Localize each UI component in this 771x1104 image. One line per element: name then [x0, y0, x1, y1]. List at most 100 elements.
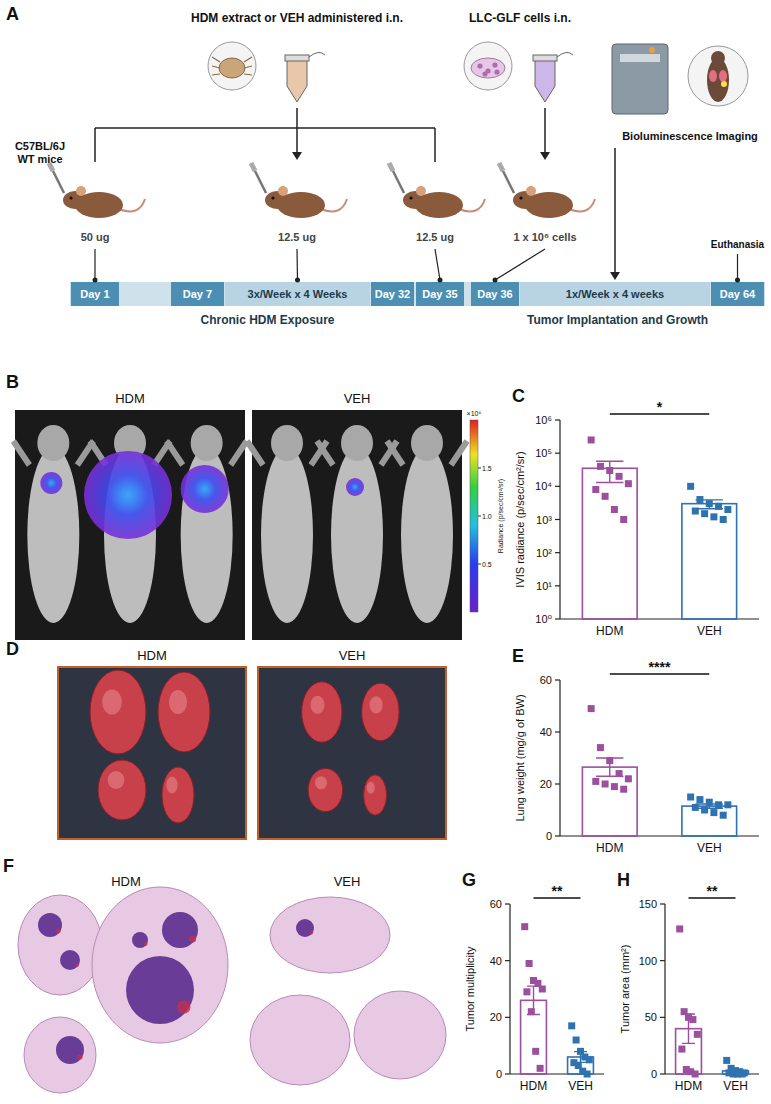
x-tick-label: HDM — [596, 624, 623, 638]
imager-view — [711, 51, 725, 65]
y-tick-label: 10⁴ — [535, 480, 552, 492]
data-point — [715, 801, 722, 808]
error-bar — [596, 758, 623, 776]
data-point — [597, 463, 604, 470]
data-point — [521, 923, 528, 930]
y-tick-label: 60 — [540, 674, 552, 686]
y-tick-label: 20 — [490, 1011, 502, 1023]
tumor-region — [38, 913, 62, 937]
data-point — [523, 988, 530, 995]
y-tick — [555, 519, 560, 520]
mouse-silhouette — [271, 425, 303, 461]
data-point — [606, 757, 613, 764]
y-tick — [505, 1073, 510, 1074]
data-point — [592, 778, 599, 785]
significance-label: * — [657, 399, 663, 415]
x-tick-label: VEH — [697, 624, 722, 638]
data-point — [588, 436, 595, 443]
bar — [682, 504, 737, 619]
mouse-silhouette — [181, 447, 233, 623]
shape — [393, 171, 404, 193]
group-label: VEH — [344, 391, 371, 406]
data-point — [687, 794, 694, 801]
y-axis — [559, 680, 560, 836]
tissue — [92, 887, 228, 1043]
y-tick — [505, 1017, 510, 1018]
significance-label: **** — [649, 659, 671, 675]
y-axis-title: Tumor multiplicity — [464, 946, 476, 1032]
shape — [278, 186, 288, 196]
x-tick-label: HDM — [675, 1079, 702, 1093]
significance-label: ** — [552, 883, 563, 899]
y-tick-label: 10⁰ — [535, 613, 552, 625]
timeline-span — [520, 282, 710, 306]
group-label: VEH — [339, 648, 366, 663]
y-tick-label: 100 — [639, 955, 657, 967]
data-point — [606, 467, 613, 474]
panel-letter: H — [617, 870, 630, 890]
y-tick — [660, 1017, 665, 1018]
lung-lobe — [158, 672, 210, 752]
photo — [258, 667, 446, 839]
arrowhead — [610, 272, 620, 280]
data-point — [723, 1057, 730, 1064]
schematic-label: Bioluminescence Imaging — [622, 130, 758, 142]
data-point — [532, 1048, 539, 1055]
data-point — [724, 801, 731, 808]
data-point — [573, 1037, 580, 1044]
y-tick-label: 10⁶ — [535, 414, 552, 426]
cells-icon — [464, 42, 512, 90]
colorbar-tick-label: 0.5 — [482, 561, 492, 568]
y-tick-label: 10³ — [536, 514, 552, 526]
dose-label: 12.5 ug — [278, 231, 316, 243]
tumor-region — [132, 932, 148, 948]
imager-icon — [620, 54, 660, 62]
dose-label: 1 x 10⁶ cells — [513, 231, 576, 243]
mouse-silhouette — [401, 447, 453, 623]
y-tick — [555, 585, 560, 586]
mite-icon — [244, 74, 252, 75]
shape — [53, 171, 64, 193]
y-tick — [555, 419, 560, 420]
data-point — [689, 1016, 696, 1023]
data-point — [568, 1022, 575, 1029]
data-point — [696, 796, 703, 803]
shape — [409, 196, 412, 199]
data-point — [616, 770, 623, 777]
data-point — [620, 516, 627, 523]
timeline-label: Day 32 — [375, 288, 410, 300]
y-tick — [660, 1073, 665, 1074]
timeline-day — [471, 282, 519, 306]
connector — [296, 249, 298, 280]
shape — [557, 52, 573, 57]
timeline-label: Day 64 — [720, 288, 756, 300]
mite-icon — [212, 66, 220, 68]
photo — [15, 410, 245, 640]
connector-dot — [438, 278, 443, 283]
tumor-region — [296, 919, 314, 937]
mice-label: C57BL/6JWT mice — [15, 140, 65, 165]
data-point — [528, 1008, 535, 1015]
imager-view — [709, 70, 717, 82]
y-tick — [555, 486, 560, 487]
y-tick-label: 0 — [496, 1068, 502, 1080]
colorbar-tick — [478, 564, 481, 565]
luminescence — [346, 478, 364, 496]
y-tick — [555, 679, 560, 680]
lung-lobe — [90, 670, 146, 754]
lung-lobe — [162, 767, 194, 823]
y-axis — [509, 904, 510, 1074]
mouse-silhouette — [13, 441, 29, 465]
mite-icon — [208, 42, 256, 90]
tumor-region — [126, 956, 194, 1024]
lung-highlight — [367, 782, 375, 794]
data-point — [694, 1031, 701, 1038]
lung-highlight — [310, 696, 324, 714]
y-axis — [559, 420, 560, 619]
tissue — [18, 895, 102, 995]
y-tick-label: 10¹ — [536, 580, 552, 592]
marks — [582, 705, 736, 836]
hemorrhage — [77, 1054, 83, 1060]
connector — [737, 254, 738, 280]
timeline-label: Day 1 — [80, 288, 109, 300]
